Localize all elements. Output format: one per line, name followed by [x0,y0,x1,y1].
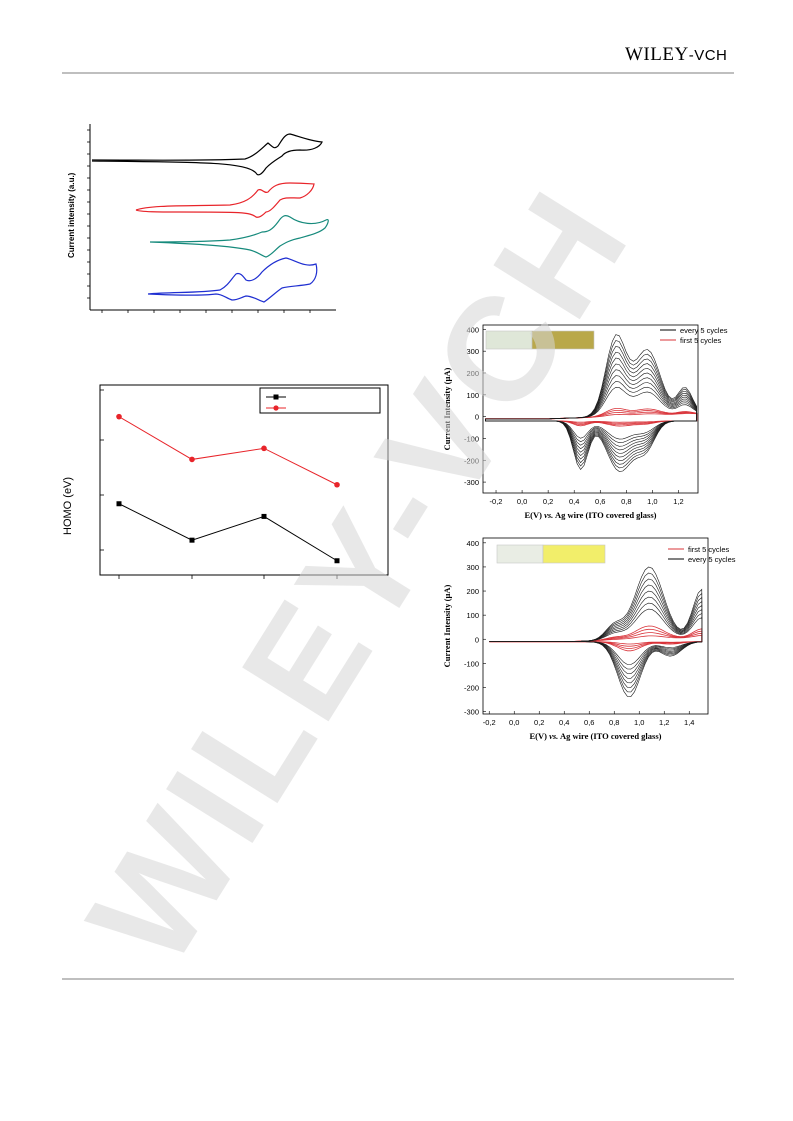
cv2-y-tick-label: -200 [464,683,479,692]
homo-series-1-point [189,537,195,543]
cv2-cycle-10 [489,578,703,688]
cv1-inset-coated-electrode [531,330,595,350]
cv2-x-tick-label: 0,6 [584,718,594,727]
cv2-y-tick-label: 100 [466,611,479,620]
cv1-x-label-part: Ag wire (ITO covered glass) [553,510,656,520]
cv1-cycle-14 [485,334,697,472]
cv1-x-tick-label: 0,0 [517,497,527,506]
cv1-plot-frame [482,324,699,494]
cv2-y-tick-label: 300 [466,563,479,572]
cv2-cycle-12 [489,566,703,697]
cv1-y-tick-label: 400 [466,325,479,334]
cv-stack-curve-2 [135,182,315,218]
footer-rule [62,978,734,980]
cv1-y-tick-label: -100 [464,434,479,443]
homo-series-1-line [118,503,338,562]
cv2-x-tick-label: 1,4 [684,718,694,727]
homo-plot-frame [99,384,389,576]
cv2-plot-frame [482,537,709,715]
cv-stack-curve-4 [147,257,318,303]
homo-series-2-point [261,445,267,452]
cv1-x-label-part: vs. [544,510,553,520]
cv2-x-tick-label: -0,2 [483,718,496,727]
logo-main: WILEY [625,44,689,65]
header-rule [62,72,734,74]
cv2-x-tick-label: 0,8 [609,718,619,727]
cv1-y-tick-label: 0 [475,413,479,422]
cv2-y-tick-label: -100 [464,659,479,668]
cv1-y-tick-label: 300 [466,347,479,356]
homo-series-1-point [116,501,122,507]
cv2-x-tick-label: 1,2 [659,718,669,727]
cv2-x-label-part: E(V) [529,731,549,741]
cv1-y-tick-label: 200 [466,369,479,378]
cv1-x-tick-label: 0,6 [595,497,605,506]
cv2-cycle-8 [489,590,703,679]
cv1-x-tick-label: 0,2 [543,497,553,506]
cv1-x-tick-label: 0,8 [621,497,631,506]
cv2-y-tick-label: -300 [464,708,479,717]
cv2-legend-label: every 5 cycles [688,555,736,564]
cv1-x-tick-label: 0,4 [569,497,579,506]
homo-series-2-point [189,456,195,463]
homo-legend [259,387,381,414]
cv2-x-label: E(V) vs. Ag wire (ITO covered glass) [529,731,661,741]
cv2-x-tick-label: 0,0 [509,718,519,727]
cv2-y-tick-label: 400 [466,539,479,548]
cv1-x-tick-label: -0,2 [490,497,503,506]
homo-series-2-point [334,481,340,488]
cv1-y-tick-label: 100 [466,391,479,400]
homo-legend-marker-1 [273,394,279,400]
homo-legend-marker-2 [273,405,279,411]
homo-series-1-point [261,513,267,519]
cv1-legend-label: every 5 cycles [680,326,728,335]
homo-series-2-line [118,416,338,486]
cv2-legend-label: first 5 cycles [688,545,730,554]
cv2-y-label: Current Intensity (µA) [442,585,452,668]
cv1-x-tick-label: 1,2 [673,497,683,506]
cv2-x-tick-label: 0,2 [534,718,544,727]
cv2-x-tick-label: 1,0 [634,718,644,727]
cv1-y-label: Current Intensity (µA) [442,368,452,451]
homo-series-1-point [334,558,340,564]
cv2-inset-bare-electrode [496,544,544,564]
cv-stack-y-label: Current intensity (a.u.) [67,172,76,258]
cv1-x-tick-label: 1,0 [647,497,657,506]
cv2-y-tick-label: 0 [475,635,479,644]
cv2-x-label-part: Ag wire (ITO covered glass) [558,731,661,741]
cv2-x-label-part: vs. [549,731,558,741]
cv2-cycle-4 [489,625,703,652]
cv2-inset-coated-electrode [542,544,606,564]
cv1-y-tick-label: -200 [464,456,479,465]
cv2-y-tick-label: 200 [466,587,479,596]
cv2-cycle-11 [489,572,703,693]
homo-series-2-point [116,413,122,420]
cv1-y-tick-label: -300 [464,478,479,487]
cv1-x-label: E(V) vs. Ag wire (ITO covered glass) [524,510,656,520]
cv1-legend-label: first 5 cycles [680,336,722,345]
cv-stack-curve-1 [91,133,323,176]
cv-stack-curve-3 [149,215,329,258]
cv2-x-tick-label: 0,4 [559,718,569,727]
logo-suffix: -VCH [688,47,728,64]
publisher-logo: WILEY-VCH [625,44,727,66]
cv1-x-label-part: E(V) [524,510,544,520]
homo-y-label: HOMO (eV) [62,477,74,535]
